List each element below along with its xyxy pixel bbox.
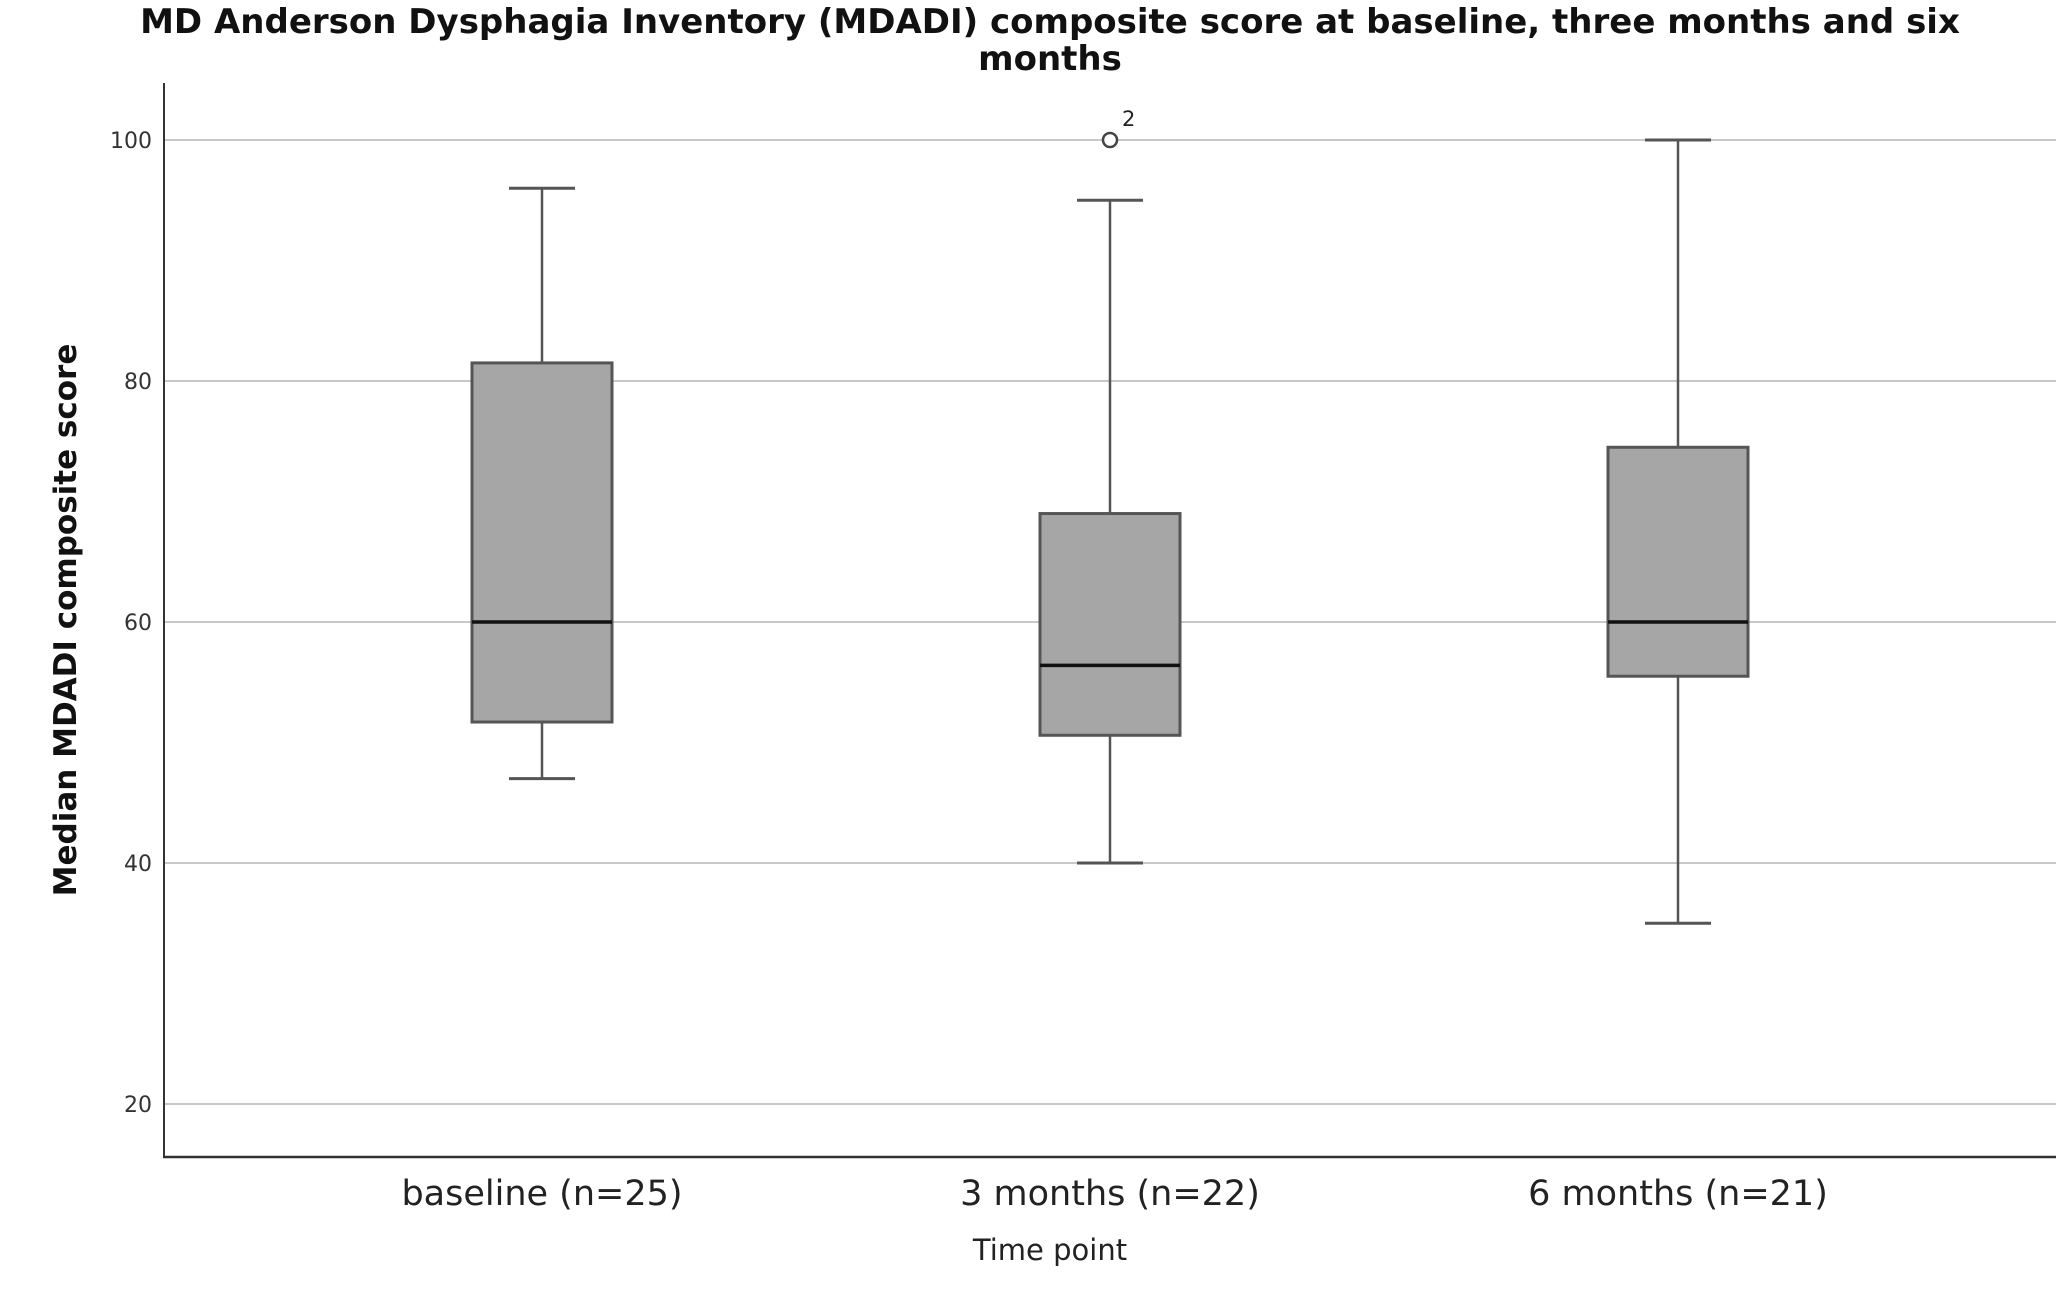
x-tick-label-1: baseline (n=25) <box>401 1174 682 1214</box>
axes <box>163 83 2056 1159</box>
y-tick-label-100: 100 <box>110 129 152 154</box>
outlier-point <box>1101 131 1119 149</box>
x-tick-label-3: 6 months (n=21) <box>1528 1174 1828 1214</box>
iqr-box <box>1606 445 1750 678</box>
y-tick-label-40: 40 <box>124 852 152 877</box>
x-tick-label-2: 3 months (n=22) <box>960 1174 1260 1214</box>
y-tick-labels: 20 40 60 80 100 <box>110 129 152 1118</box>
box-3 <box>1606 138 1750 925</box>
x-axis-label: Time point <box>972 1233 1127 1267</box>
iqr-box <box>1038 512 1182 737</box>
y-tick-label-60: 60 <box>124 611 152 636</box>
iqr-box <box>470 361 614 724</box>
chart-title-line-1: MD Anderson Dysphagia Inventory (MDADI) … <box>140 2 1960 42</box>
box-1 <box>470 186 614 781</box>
boxes: 2 <box>470 107 1750 925</box>
box-2: 2 <box>1038 107 1182 865</box>
y-tick-label-80: 80 <box>124 370 152 395</box>
x-tick-labels: baseline (n=25) 3 months (n=22) 6 months (… <box>401 1174 1827 1214</box>
outlier-label: 2 <box>1122 107 1135 131</box>
chart-title-line-2: months <box>978 39 1122 79</box>
y-axis-label: Median MDADI composite score <box>48 344 84 897</box>
y-tick-label-20: 20 <box>124 1093 152 1118</box>
